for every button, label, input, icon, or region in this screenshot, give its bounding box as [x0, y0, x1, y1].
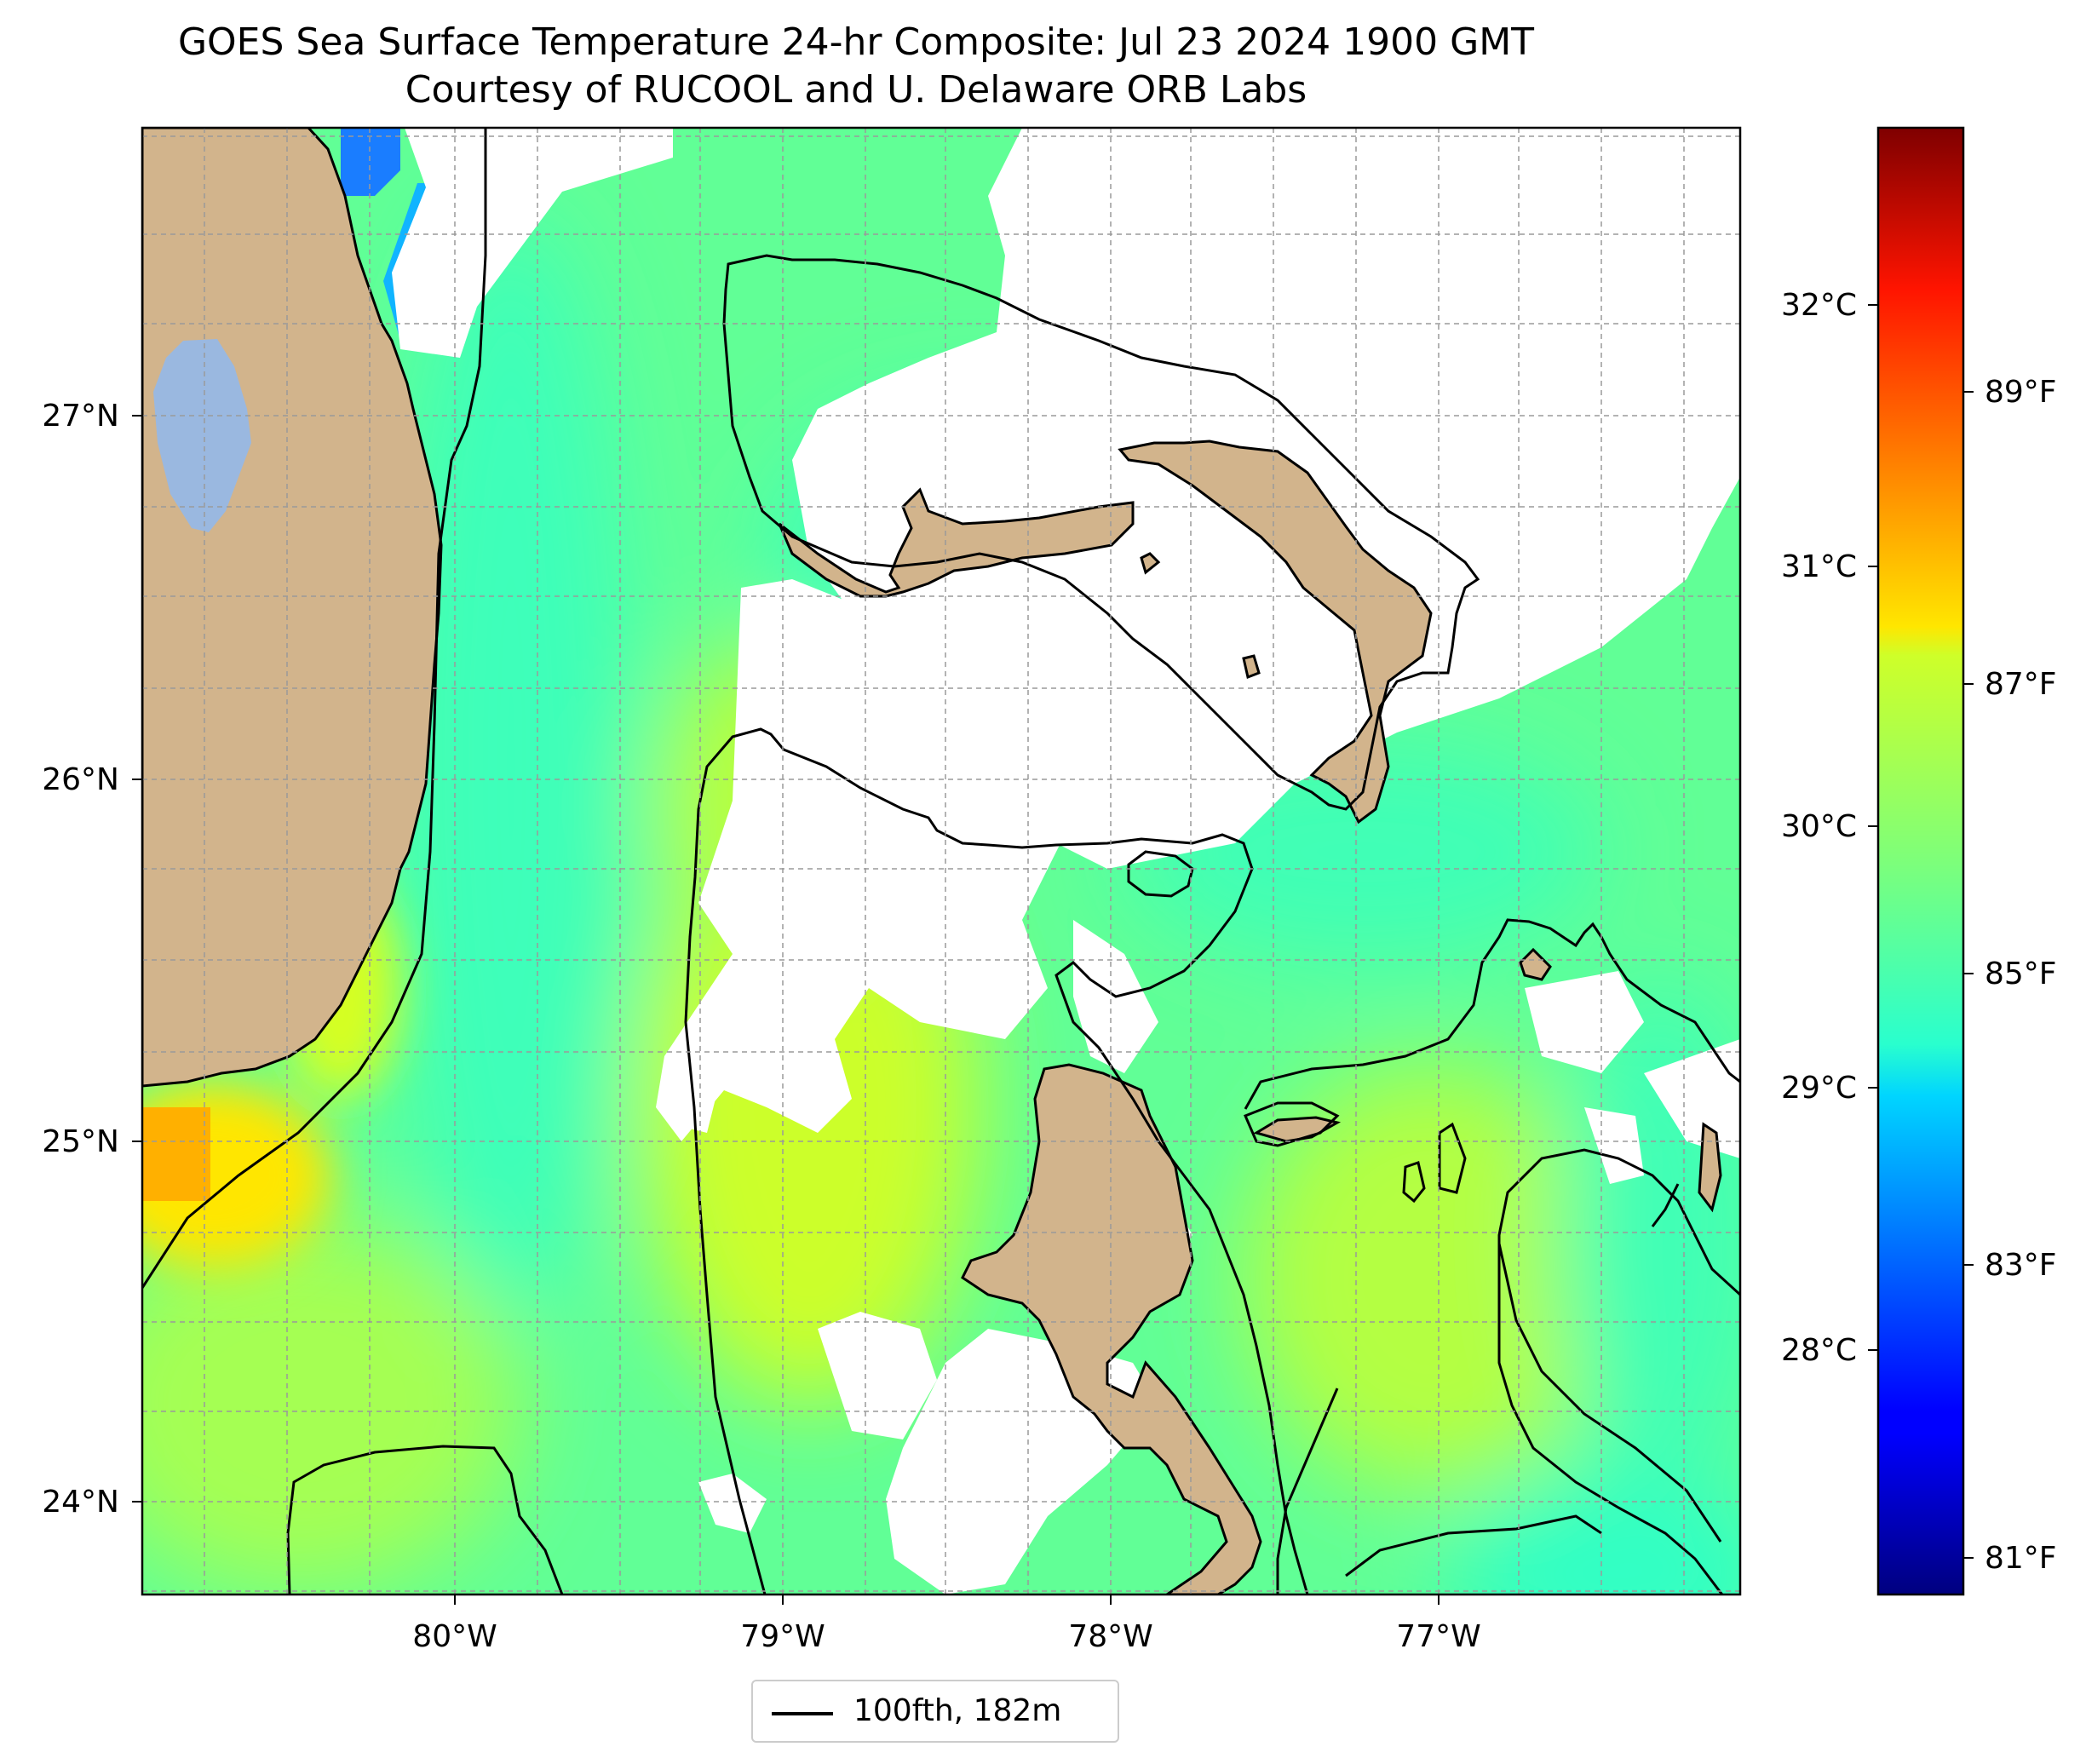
fahrenheit-tick-label: 85°F [1985, 957, 2057, 991]
fahrenheit-tick-label: 83°F [1985, 1248, 2057, 1283]
map-frame [141, 126, 1742, 1596]
map-subtitle: Courtesy of RUCOOL and U. Delaware ORB L… [405, 68, 1307, 112]
lat-tick-label: 27°N [42, 399, 119, 434]
lat-tick-label: 25°N [42, 1124, 119, 1159]
celsius-tick-label: 29°C [1781, 1071, 1857, 1106]
warm-patch [142, 1107, 210, 1201]
fahrenheit-tick-label: 81°F [1985, 1541, 2057, 1576]
map-panel [142, 128, 1740, 1594]
map-title: GOES Sea Surface Temperature 24-hr Compo… [177, 20, 1535, 64]
contour-100fth [142, 128, 1740, 1594]
celsius-tick-label: 28°C [1781, 1333, 1857, 1368]
colorbar-celsius-labels: 32°C 31°C 30°C 29°C 28°C [1781, 288, 1857, 1368]
fahrenheit-tick-label: 87°F [1985, 667, 2057, 702]
celsius-tick-label: 30°C [1781, 809, 1857, 844]
lon-tick-label: 80°W [412, 1619, 497, 1654]
legend: 100fth, 182m [751, 1680, 1119, 1743]
lat-tick-label: 26°N [42, 762, 119, 797]
lat-tick-labels: 27°N 26°N 25°N 24°N [42, 399, 119, 1520]
celsius-tick-label: 31°C [1781, 549, 1857, 584]
lon-tick-label: 79°W [740, 1619, 825, 1654]
colorbar [1876, 126, 1965, 1596]
celsius-tick-label: 32°C [1781, 288, 1857, 323]
land-bahamas [778, 440, 1722, 1594]
lake-okeechobee [153, 339, 251, 532]
colorbar-celsius-ticks [1868, 304, 1878, 1351]
legend-label: 100fth, 182m [853, 1693, 1062, 1728]
legend-line-swatch [772, 1712, 833, 1715]
lon-tick-label: 77°W [1396, 1619, 1480, 1654]
lon-tick-labels: 80°W 79°W 78°W 77°W [412, 1619, 1480, 1654]
lat-tick-label: 24°N [42, 1485, 119, 1520]
cool-patch-north [341, 128, 400, 196]
fahrenheit-tick-label: 89°F [1985, 375, 2057, 410]
lon-tick-label: 78°W [1068, 1619, 1152, 1654]
axis-ticks [132, 415, 1440, 1605]
gridlines [142, 128, 1740, 1594]
colorbar-fahrenheit-ticks [1963, 391, 1974, 1559]
colorbar-fahrenheit-labels: 89°F 87°F 85°F 83°F 81°F [1985, 375, 2057, 1576]
